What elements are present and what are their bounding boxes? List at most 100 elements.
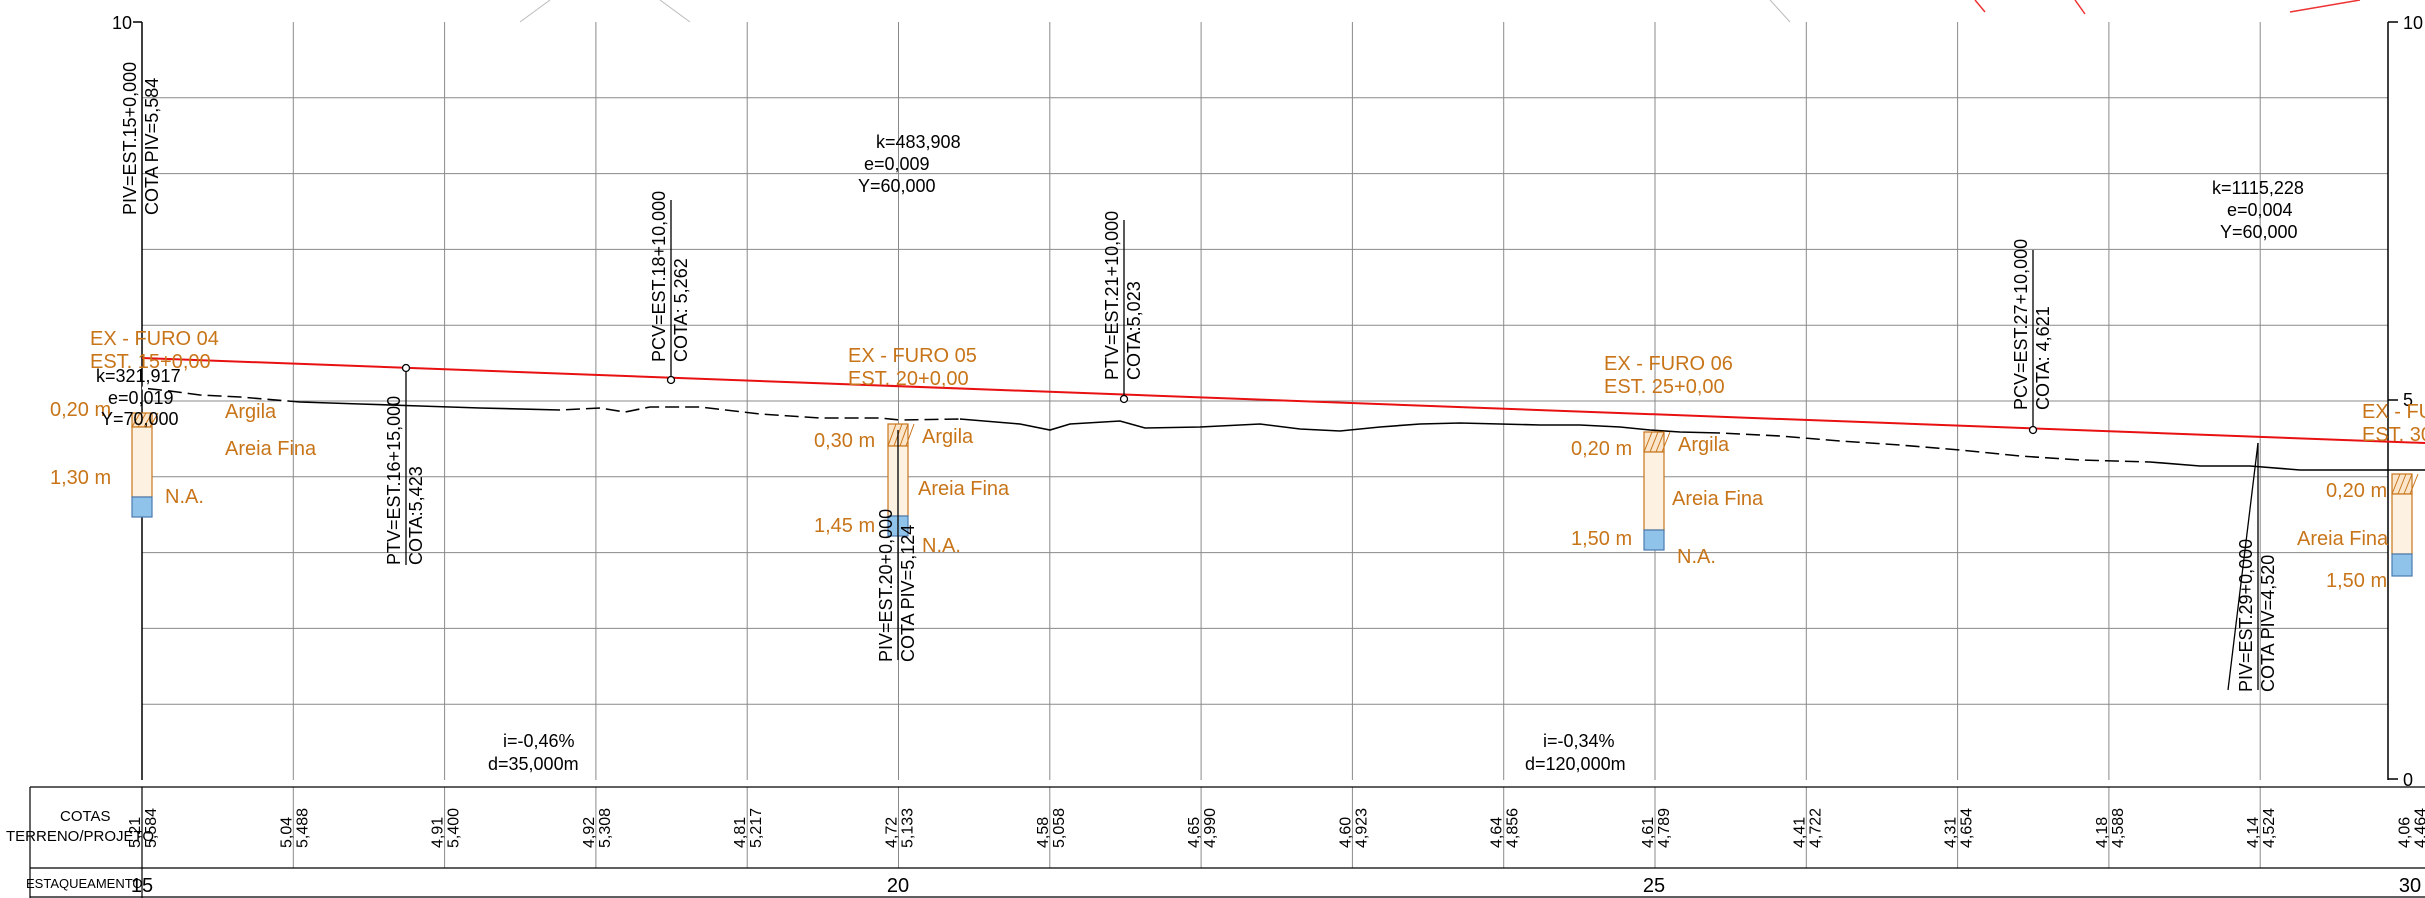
borehole-bottom-depth: 1,45 m [814, 515, 875, 537]
borehole-layer-sand: Areia Fina [918, 478, 1010, 500]
curve-k: k=1115,228 [2212, 178, 2304, 198]
project-elevation-value: 4,722 [1807, 808, 1824, 848]
hatch-line [137, 412, 147, 428]
profile-points: PIV=EST.15+0,000 COTA PIV=5,584 PTV=EST.16… [120, 62, 2278, 692]
station-label: 30 [2399, 875, 2421, 897]
terrain-elevation-value: 4,06 [2397, 817, 2414, 848]
hatch-line [2391, 473, 2401, 495]
table-row-label-cotas: COTAS [60, 808, 111, 825]
profile-point-marker [401, 363, 411, 373]
grade-i: i=-0,46% [503, 731, 575, 751]
profile-point-elevation: COTA PIV=4,520 [2258, 555, 2278, 692]
borehole-station: EST. 25+0,00 [1604, 376, 1725, 398]
station-labels: 15 20 25 30 [131, 875, 2421, 897]
profile-point-elevation: COTA: 5,262 [671, 258, 691, 362]
profile-point-leader [2227, 442, 2259, 691]
grade-d: d=120,000m [1525, 754, 1626, 774]
terrain-elevation-value: 4,64 [1489, 817, 1506, 848]
curve-y: Y=60,000 [2220, 222, 2298, 242]
terrain-elevation-value: 4,14 [2245, 817, 2262, 848]
curve-k: k=483,908 [876, 132, 961, 152]
project-elevation-value: 4,990 [1202, 808, 1219, 848]
hatch-line [143, 412, 153, 428]
hatch-line [1649, 431, 1659, 453]
terrain-profile [141, 386, 2425, 471]
borehole-name: EX - FURO 04 [90, 328, 219, 350]
profile-point-station: PIV=EST.20+0,000 [876, 509, 896, 662]
project-elevation-value: 4,856 [1505, 808, 1522, 848]
profile-point-elevation: COTA PIV=5,124 [898, 525, 918, 662]
profile-point-station: PIV=EST.15+0,000 [120, 62, 140, 215]
terrain-elevation-value: 4,81 [732, 817, 749, 848]
profile-point: PIV=EST.29+0,000 COTA PIV=4,520 [2236, 443, 2278, 692]
profile-point-station: PTV=EST.21+10,000 [1102, 211, 1122, 380]
project-elevation-value: 5,400 [446, 808, 463, 848]
profile-point-elevation: COTA:5,423 [406, 466, 426, 565]
borehole-bottom-depth: 1,50 m [1571, 528, 1632, 550]
profile-point-station: PCV=EST.18+10,000 [649, 191, 669, 362]
curve-parameters: k=321,917 e=0,019 Y=70,000 k=483,908 e=0… [96, 132, 2304, 429]
table-values: 5,21 5,04 4,91 4,92 4,81 4,72 4,58 4,65 4,60 4,64… [127, 808, 2425, 848]
profile-point-elevation: COTA PIV=5,584 [142, 78, 162, 215]
borehole-station: EST. 30 [2362, 424, 2425, 446]
profile-point-elevation: COTA:5,023 [1124, 281, 1144, 380]
profile-point: PTV=EST.21+10,000 COTA:5,023 [1102, 211, 1144, 404]
profile-point-station: PCV=EST.27+10,000 [2011, 239, 2031, 410]
profile-point-marker [666, 375, 676, 385]
borehole-bottom-depth: 1,30 m [50, 467, 111, 489]
y-axis-top-label-right: 10 [2403, 13, 2423, 33]
terrain-elevation-value: 4,65 [1186, 817, 1203, 848]
borehole-top-depth: 0,20 m [1571, 438, 1632, 460]
borehole-water-level [2391, 553, 2413, 577]
terrain-line-dashed [141, 386, 2151, 464]
profile-point-marker [1119, 394, 1129, 404]
borehole-sand-layer [2391, 493, 2413, 555]
project-elevation-value: 5,133 [900, 808, 917, 848]
borehole-water-level [131, 496, 153, 518]
grade-i: i=-0,34% [1543, 731, 1615, 751]
borehole-water-label: N.A. [1677, 546, 1716, 568]
borehole-bottom-depth: 1,50 m [2326, 570, 2387, 592]
hatch-line [899, 423, 909, 447]
terrain-elevation-value: 4,41 [1791, 817, 1808, 848]
table-row-label-terreno-projeto: TERRENO/PROJETO [6, 828, 154, 845]
profile-point-station: PTV=EST.16+15,000 [384, 396, 404, 565]
y-axis-top-label: 10 [112, 13, 132, 33]
curve-e: e=0,009 [864, 154, 930, 174]
hatch-line [1661, 431, 1671, 453]
hatch-line [2397, 473, 2407, 495]
borehole-layer-sand: Areia Fina [225, 438, 317, 460]
hatch-line [2409, 473, 2419, 495]
project-elevation-value: 5,217 [748, 808, 765, 848]
station-label: 25 [1643, 875, 1665, 897]
project-grade-line [141, 357, 2425, 444]
terrain-elevation-value: 5,04 [278, 817, 295, 848]
project-elevation-value: 5,058 [1051, 808, 1068, 848]
project-elevation-value: 4,588 [2110, 808, 2127, 848]
hatch-line [905, 423, 915, 447]
project-elevation-value: 4,789 [1656, 808, 1673, 848]
terrain-elevation-value: 4,58 [1035, 817, 1052, 848]
borehole-layer-clay: Argila [225, 401, 277, 423]
terrain-line-solid [141, 387, 2425, 471]
borehole-station: EST. 15+0,00 [90, 351, 211, 373]
station-label: 20 [887, 875, 909, 897]
borehole-name: EX - FURO 05 [848, 345, 977, 367]
project-elevation-value: 5,308 [597, 808, 614, 848]
profile-point-marker [2028, 425, 2038, 435]
borehole-name: EX - FURO 06 [1604, 353, 1733, 375]
profile-point-station: PIV=EST.29+0,000 [2236, 539, 2256, 692]
hatch-line [2403, 473, 2413, 495]
project-elevation-value: 4,524 [2261, 808, 2278, 848]
axis-frame [133, 21, 2398, 780]
borehole-top-depth: 0,30 m [814, 430, 875, 452]
borehole-name: EX - FURO [2362, 401, 2425, 423]
project-elevation-value: 4,923 [1353, 808, 1370, 848]
terrain-elevation-value: 4,18 [2094, 817, 2111, 848]
y-axis-mid-label-right: 5 [2403, 390, 2413, 410]
borehole-water-label: N.A. [922, 535, 961, 557]
top-red-lines [1974, 0, 2361, 15]
terrain-elevation-value: 4,92 [581, 817, 598, 848]
borehole-layer-clay: Argila [1678, 434, 1730, 456]
